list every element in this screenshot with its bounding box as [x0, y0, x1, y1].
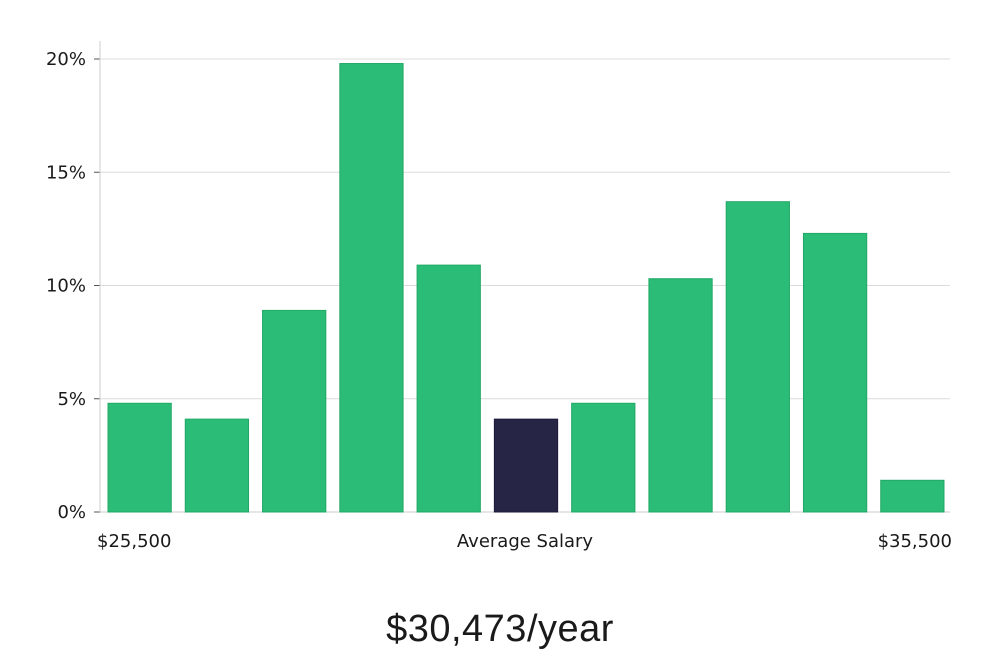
bar — [648, 278, 713, 513]
y-tick-label: 15% — [46, 162, 86, 183]
salary-histogram: 0% 5% 10% 15% 20% $25,500 Average Salary $35… — [46, 41, 952, 552]
bars — [107, 63, 945, 513]
bar — [107, 402, 172, 513]
average-salary-value: $30,473/year — [386, 608, 614, 650]
y-tick-labels: 0% 5% 10% 15% 20% — [46, 49, 86, 523]
bar — [725, 201, 790, 513]
bar — [802, 232, 868, 513]
x-max-label: $35,500 — [878, 531, 952, 552]
bar — [184, 418, 250, 513]
bar — [262, 309, 327, 513]
bar — [416, 264, 481, 513]
bar — [571, 402, 636, 513]
bar — [880, 479, 945, 513]
x-min-label: $25,500 — [97, 531, 171, 552]
bar-average-salary — [493, 418, 559, 513]
y-tick-label: 0% — [57, 502, 86, 523]
y-tick-label: 10% — [46, 276, 86, 297]
bar — [339, 63, 404, 513]
x-axis-title: Average Salary — [457, 531, 594, 552]
y-tick-label: 20% — [46, 49, 86, 70]
y-tick-label: 5% — [57, 389, 86, 410]
